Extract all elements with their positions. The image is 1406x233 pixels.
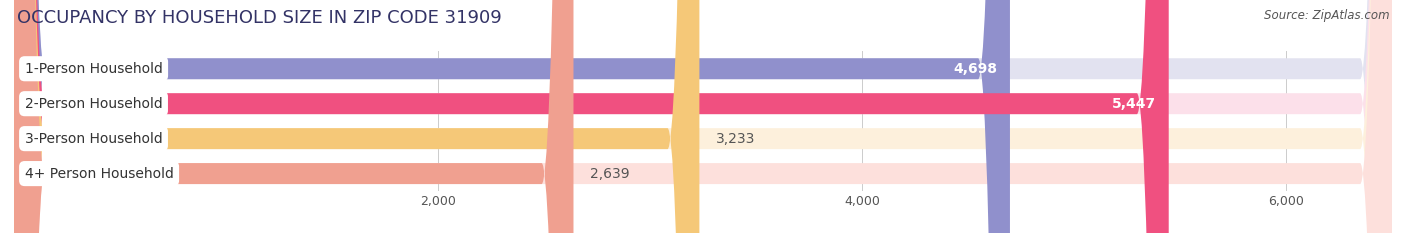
- Text: 3,233: 3,233: [716, 132, 756, 146]
- FancyBboxPatch shape: [14, 0, 1168, 233]
- Text: 4,698: 4,698: [953, 62, 997, 76]
- Text: 2,639: 2,639: [591, 167, 630, 181]
- FancyBboxPatch shape: [14, 0, 574, 233]
- Text: 1-Person Household: 1-Person Household: [25, 62, 163, 76]
- FancyBboxPatch shape: [14, 0, 1392, 233]
- Text: OCCUPANCY BY HOUSEHOLD SIZE IN ZIP CODE 31909: OCCUPANCY BY HOUSEHOLD SIZE IN ZIP CODE …: [17, 9, 502, 27]
- FancyBboxPatch shape: [14, 0, 699, 233]
- FancyBboxPatch shape: [14, 0, 1392, 233]
- Text: 2-Person Household: 2-Person Household: [25, 97, 163, 111]
- FancyBboxPatch shape: [14, 0, 1392, 233]
- Text: 5,447: 5,447: [1112, 97, 1156, 111]
- FancyBboxPatch shape: [14, 0, 1010, 233]
- Text: 4+ Person Household: 4+ Person Household: [25, 167, 173, 181]
- Text: 3-Person Household: 3-Person Household: [25, 132, 163, 146]
- FancyBboxPatch shape: [14, 0, 1392, 233]
- Text: Source: ZipAtlas.com: Source: ZipAtlas.com: [1264, 9, 1389, 22]
